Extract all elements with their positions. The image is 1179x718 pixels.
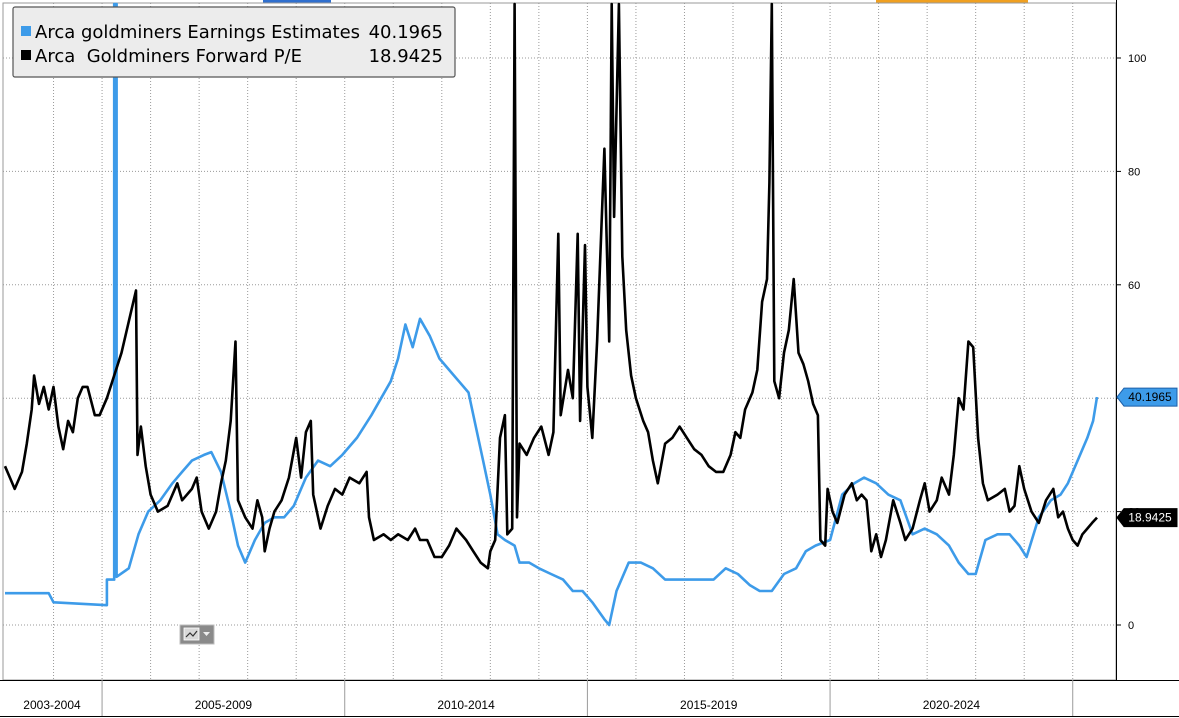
legend-label-pe: Arca Goldminers Forward P/E — [35, 46, 302, 67]
x-tick-label: 2005-2009 — [195, 698, 253, 712]
line-chart-icon-stroke — [185, 630, 198, 638]
legend-label-earnings: Arca goldminers Earnings Estimates — [35, 22, 360, 43]
chart-type-button[interactable] — [179, 624, 215, 645]
x-axis-bands: 2003-2004 2005-2009 2010-2014 2015-2019 2020… — [23, 680, 1074, 716]
series-line-earnings — [5, 2, 1099, 627]
legend-value-earnings: 40.1965 — [369, 22, 443, 43]
last-value-tags: 40.1965 18.9425 — [1116, 387, 1178, 528]
last-value-tag-earnings: 40.1965 — [1116, 387, 1178, 407]
x-tick-label: 2010-2014 — [437, 698, 495, 712]
y-tick-label: 80 — [1128, 166, 1140, 178]
top-tab-orange[interactable] — [876, 0, 1028, 3]
y-tick-label: 100 — [1128, 53, 1146, 65]
legend-box — [12, 6, 456, 78]
x-tick-label: 2015-2019 — [680, 698, 738, 712]
x-tick-label: 2003-2004 — [23, 698, 81, 712]
last-value-label-earnings: 40.1965 — [1128, 390, 1172, 404]
legend-swatch-earnings — [21, 26, 31, 36]
y-tick-label: 60 — [1128, 280, 1140, 292]
legend-value-pe: 18.9425 — [369, 46, 443, 67]
series-lines — [3, 2, 1099, 627]
chevron-down-icon — [203, 632, 210, 636]
y-axis-ticks: 020406080100 — [1116, 53, 1146, 632]
x-tick-label: 2020-2024 — [923, 698, 981, 712]
y-tick-label: 0 — [1128, 620, 1134, 632]
last-value-label-pe: 18.9425 — [1128, 511, 1172, 525]
last-value-tag-pe: 18.9425 — [1116, 508, 1178, 528]
top-tab-blue[interactable] — [263, 0, 331, 3]
legend-swatch-pe — [21, 50, 31, 60]
series-line-pe — [3, 2, 1098, 570]
legend: Arca goldminers Earnings Estimates 40.19… — [12, 6, 456, 78]
